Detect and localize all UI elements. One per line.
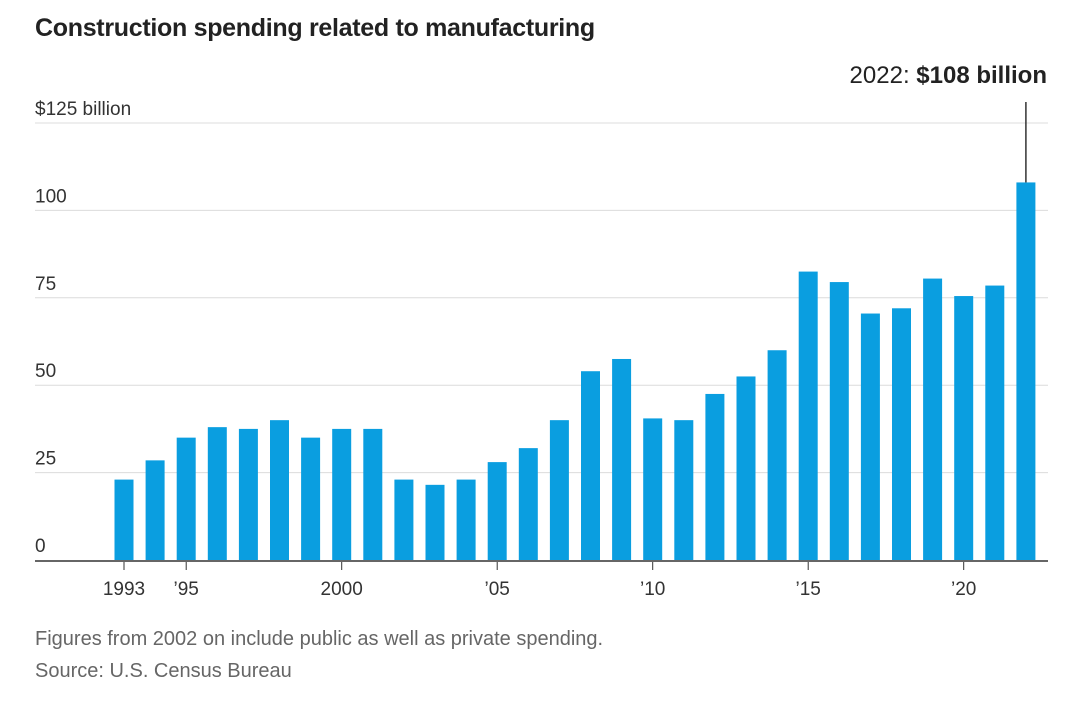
bar-2016 [829, 282, 849, 560]
bar-2017 [860, 313, 880, 560]
bar-2007 [549, 420, 569, 560]
bar-1995 [176, 437, 196, 560]
bar-2012 [705, 393, 725, 560]
bar-2000 [332, 428, 352, 560]
x-tick-label: ’20 [951, 579, 976, 600]
bar-1998 [270, 420, 289, 560]
x-tick-label: ’95 [174, 579, 199, 600]
bar-2001 [363, 428, 383, 560]
y-tick-label: 75 [35, 274, 56, 295]
bar-2019 [923, 278, 943, 560]
annotation-prefix: 2022: [849, 62, 917, 89]
bar-2006 [518, 448, 538, 560]
bar-2004 [456, 479, 476, 560]
annotation-label: 2022: $108 billion [850, 62, 1047, 90]
bar-1993 [114, 479, 134, 560]
x-tick-label: 2000 [321, 579, 363, 600]
x-tick-label: ’05 [485, 579, 510, 600]
bars [114, 182, 1036, 560]
x-tick-labels: 1993 ’95 2000 ’05 ’10 ’15 ’20 [103, 562, 976, 600]
source-note: Source: U.S. Census Bureau [35, 660, 292, 682]
bar-2002 [394, 479, 414, 560]
bar-2018 [892, 308, 911, 560]
chart-title: Construction spending related to manufac… [35, 14, 595, 42]
x-tick-label: 1993 [103, 579, 145, 600]
bar-2005 [487, 462, 507, 560]
bar-2009 [612, 358, 632, 560]
bar-1997 [238, 428, 258, 560]
y-tick-labels: 0 25 50 75 100 $125 billion [35, 99, 131, 557]
annotation-value: $108 billion [916, 62, 1047, 89]
bar-2021 [985, 285, 1005, 560]
bar-2008 [581, 371, 600, 560]
x-tick-label: ’15 [796, 579, 821, 600]
bar-2010 [643, 418, 663, 560]
bar-1999 [301, 437, 321, 560]
bar-2013 [736, 376, 756, 560]
bar-2011 [674, 420, 694, 560]
bar-2015 [798, 271, 818, 560]
y-tick-label: 25 [35, 449, 56, 470]
bar-2003 [425, 484, 445, 560]
y-tick-label: 0 [35, 536, 46, 557]
y-tick-label: $125 billion [35, 99, 131, 120]
bar-2020 [954, 296, 974, 560]
footnote: Figures from 2002 on include public as w… [35, 628, 604, 650]
bar-2022 [1016, 182, 1036, 560]
y-tick-label: 100 [35, 186, 67, 207]
bar-2014 [767, 350, 787, 560]
y-tick-label: 50 [35, 361, 56, 382]
bar-1994 [145, 460, 165, 560]
x-tick-label: ’10 [640, 579, 665, 600]
bar-1996 [207, 427, 227, 560]
